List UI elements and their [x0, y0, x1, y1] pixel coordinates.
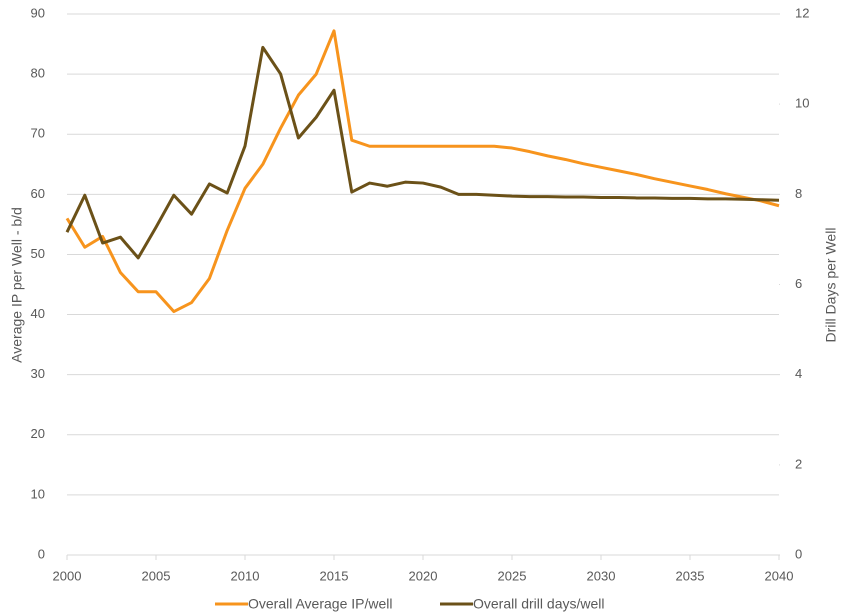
- x-tick-label: 2025: [498, 568, 527, 583]
- y-tick-label: 10: [31, 486, 45, 501]
- x-tick-label: 2020: [409, 568, 438, 583]
- x-tick-label: 2005: [142, 568, 171, 583]
- y-tick-label: 90: [31, 5, 45, 20]
- y-tick-label: 50: [31, 246, 45, 261]
- x-tick-label: 2040: [765, 568, 794, 583]
- y-tick-label: 70: [31, 126, 45, 141]
- y2-tick-label: 6: [795, 276, 802, 291]
- series-line: [65, 45, 780, 260]
- y-tick-label: 20: [31, 426, 45, 441]
- y2-tick-label: 4: [795, 366, 802, 381]
- y-tick-label: 80: [31, 66, 45, 81]
- y2-tick-label: 0: [795, 546, 802, 561]
- x-tick-label: 2000: [53, 568, 82, 583]
- y-tick-label: 60: [31, 186, 45, 201]
- x-tick-label: 2030: [587, 568, 616, 583]
- x-tick-label: 2010: [231, 568, 260, 583]
- x-tick-label: 2015: [320, 568, 349, 583]
- y2-tick-label: 10: [795, 96, 809, 111]
- series-line: [65, 29, 780, 314]
- y2-tick-label: 12: [795, 5, 809, 20]
- y-axis-title: Average IP per Well - b/d: [9, 207, 25, 363]
- y2-tick-label: 2: [795, 456, 802, 471]
- y-tick-label: 30: [31, 366, 45, 381]
- y2-axis-title: Drill Days per Well: [823, 228, 839, 343]
- y-tick-label: 0: [38, 546, 45, 561]
- legend-label: Overall Average IP/well: [248, 596, 392, 612]
- y-tick-label: 40: [31, 306, 45, 321]
- legend-label: Overall drill days/well: [473, 596, 604, 612]
- x-tick-label: 2035: [676, 568, 705, 583]
- y2-tick-label: 8: [795, 186, 802, 201]
